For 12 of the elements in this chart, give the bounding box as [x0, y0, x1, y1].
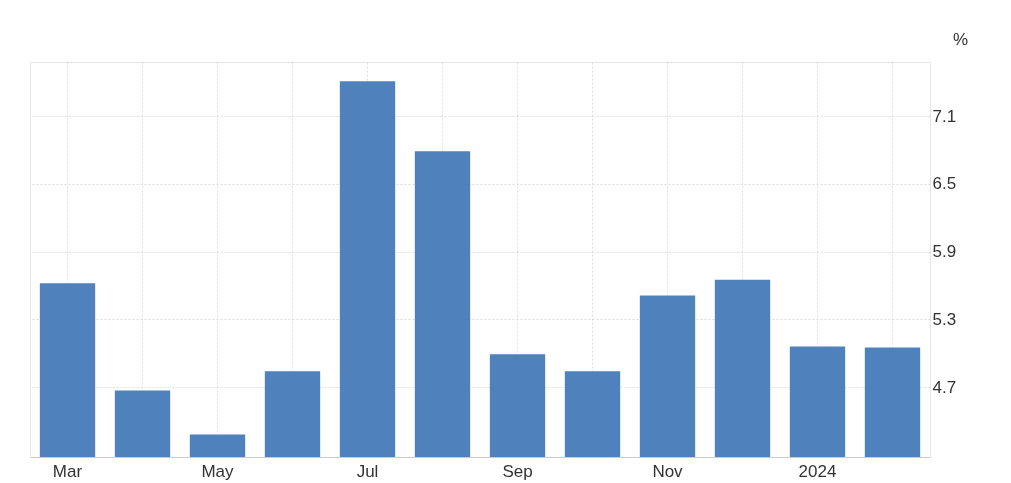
y-tick-label: 5.3: [932, 309, 957, 329]
y-tick-label: 5.9: [932, 242, 957, 262]
x-tick-label: Sep: [502, 461, 533, 481]
y-axis-title: %: [952, 29, 969, 49]
y-tick-label: 6.5: [932, 174, 957, 194]
x-tick-label: 2024: [798, 461, 837, 481]
x-tick-label: May: [201, 461, 235, 481]
y-tick-label: 7.1: [932, 106, 957, 126]
x-tick-label: Mar: [52, 461, 83, 481]
y-tick-label: 4.7: [932, 377, 957, 397]
x-tick-label: Nov: [652, 461, 684, 481]
x-tick-label: Jul: [356, 461, 379, 481]
